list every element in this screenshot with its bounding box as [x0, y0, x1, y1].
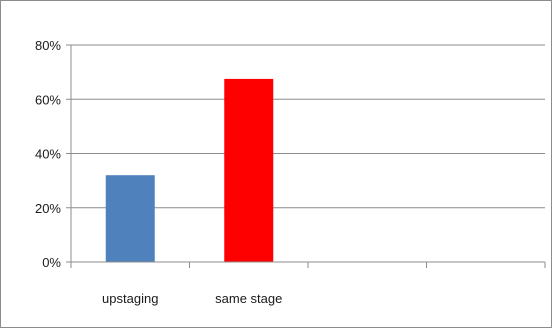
bar [105, 175, 155, 262]
y-tick-label: 80% [35, 38, 61, 53]
y-tick-label: 0% [42, 255, 61, 270]
x-tick-label: same stage [215, 291, 282, 306]
bars [105, 78, 274, 262]
tick-labels: 0% 20% 40% 60% 80% upstaging same stage [35, 38, 282, 306]
bar [224, 78, 274, 262]
y-tick-label: 20% [35, 201, 61, 216]
x-tick-label: upstaging [102, 291, 158, 306]
y-tick-label: 40% [35, 147, 61, 162]
y-tick-label: 60% [35, 92, 61, 107]
axes [66, 44, 546, 268]
